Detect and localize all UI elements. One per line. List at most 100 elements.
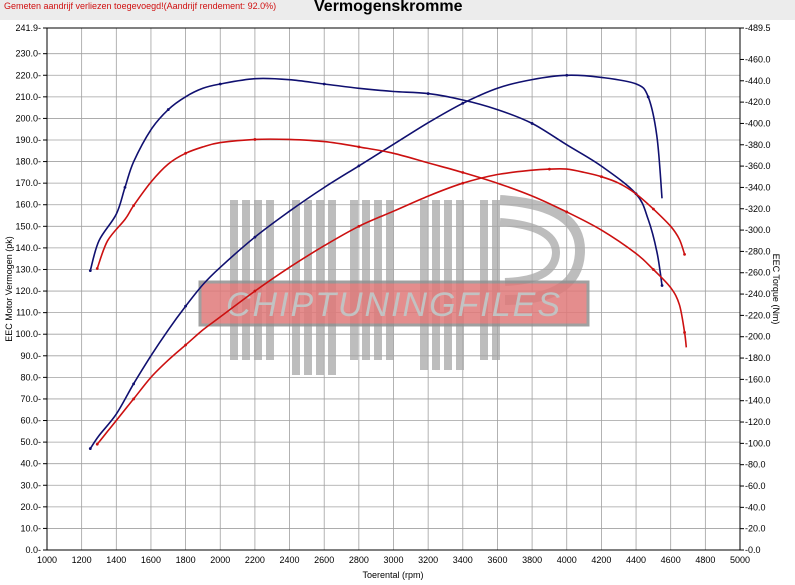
y2-tick-label: -320.0: [745, 204, 771, 214]
y2-tick-label: -240.0: [745, 289, 771, 299]
y-tick-label: 200.0-: [15, 113, 41, 123]
y-tick-label: 180.0-: [15, 157, 41, 167]
data-point-power-stock: [357, 224, 361, 228]
y-tick-label: 0.0-: [25, 545, 41, 555]
x-tick-label: 4200: [591, 555, 611, 565]
x-tick-label: 3000: [383, 555, 403, 565]
data-point-power-stock: [600, 175, 603, 179]
y-tick-label: 220.0-: [15, 70, 41, 80]
y-tick-label: 120.0-: [15, 286, 41, 296]
y-axis-right-label: EEC Torque (Nm): [771, 254, 781, 325]
y-tick-label: 140.0-: [15, 243, 41, 253]
y-tick-label: 30.0-: [20, 480, 41, 490]
data-point-power-tuned: [253, 235, 257, 239]
data-point-power-stock: [253, 289, 257, 293]
x-tick-label: 2200: [245, 555, 265, 565]
y2-tick-label: -340.0: [745, 182, 771, 192]
x-axis-ticks: 1000 1200 1400 1600 1800 2000 2200 2400 2600 2800…: [37, 555, 750, 565]
y-tick-label: 90.0-: [20, 351, 41, 361]
y2-tick-label: -0.0: [745, 545, 761, 555]
watermark-bar: [362, 200, 370, 360]
y-tick-label: 150.0-: [15, 221, 41, 231]
data-point-torque-tuned: [166, 108, 170, 111]
y2-tick-label: -460.0: [745, 54, 771, 64]
x-tick-label: 1200: [72, 555, 92, 565]
chart-title: Vermogenskromme: [314, 0, 463, 15]
x-tick-label: 1000: [37, 555, 57, 565]
y-tick-label: 80.0-: [20, 372, 41, 382]
data-point-torque-tuned: [88, 269, 92, 273]
x-tick-label: 4800: [695, 555, 715, 565]
data-point-power-stock: [683, 252, 686, 256]
series-line-torque-stock: [96, 138, 688, 348]
x-tick-label: 2400: [280, 555, 300, 565]
data-point-torque-stock: [95, 267, 99, 270]
x-tick-label: 1800: [176, 555, 196, 565]
data-point-torque-tuned: [123, 186, 127, 189]
data-point-power-stock: [184, 343, 188, 347]
watermark-bar: [242, 200, 250, 360]
x-axis-label: Toerental (rpm): [362, 570, 423, 580]
y2-tick-label: -440.0: [745, 76, 771, 86]
y-tick-label: 50.0-: [20, 437, 41, 447]
x-tick-label: 3800: [522, 555, 542, 565]
y2-tick-label: -420.0: [745, 97, 771, 107]
watermark-bar: [492, 200, 500, 360]
x-tick-label: 3600: [487, 555, 507, 565]
data-point-torque-stock: [683, 331, 686, 334]
y-tick-label: 10.0-: [20, 523, 41, 533]
watermark-bar: [386, 200, 394, 360]
y-tick-label: 110.0-: [16, 308, 41, 318]
y2-tick-label: -140.0: [745, 396, 771, 406]
data-point-power-stock: [461, 181, 465, 185]
y2-tick-label: -40.0: [745, 502, 766, 512]
watermark-bar: [350, 200, 358, 360]
data-point-torque-tuned: [218, 82, 222, 86]
y-tick-label: 190.0-: [15, 135, 41, 145]
watermark-text: CHIPTUNINGFILES: [226, 286, 562, 324]
x-tick-label: 1400: [106, 555, 126, 565]
y2-tick-label: -360.0: [745, 161, 771, 171]
data-point-power-tuned: [646, 95, 650, 99]
data-point-torque-stock: [184, 151, 188, 155]
y2-tick-label: -260.0: [745, 268, 771, 278]
y2-tick-label: -200.0: [745, 332, 771, 342]
x-tick-label: 4600: [661, 555, 681, 565]
data-point-power-tuned: [88, 447, 92, 450]
y2-tick-label: -400.0: [745, 118, 771, 128]
x-tick-label: 4400: [626, 555, 646, 565]
y-axis-right-ticks: -0.0 -20.0 -40.0 -60.0 -80.0 -100.0 -120.0 -140…: [740, 23, 771, 555]
data-point-torque-tuned: [322, 82, 326, 86]
y-tick-label: 170.0-: [15, 178, 41, 188]
watermark-logo: CHIPTUNINGFILES: [198, 195, 590, 375]
y2-tick-label: -120.0: [745, 417, 771, 427]
data-point-torque-stock: [253, 138, 257, 141]
data-point-torque-stock: [357, 145, 361, 149]
x-tick-label: 5000: [730, 555, 750, 565]
series-line-power-stock: [96, 168, 686, 445]
y-tick-label: 60.0-: [20, 416, 41, 426]
x-tick-label: 2800: [349, 555, 369, 565]
y2-tick-label: -380.0: [745, 140, 771, 150]
y2-tick-label: -60.0: [745, 481, 766, 491]
curves: [88, 73, 688, 450]
watermark-bar: [254, 200, 262, 360]
data-point-power-stock: [548, 167, 551, 171]
y-tick-label: 70.0-: [20, 394, 41, 404]
y2-tick-label: -280.0: [745, 246, 771, 256]
data-point-power-stock: [95, 442, 99, 446]
y-axis-left-label: EEC Motor Vermogen (pk): [4, 236, 14, 342]
y-tick-label: 130.0-: [15, 264, 41, 274]
data-point-power-tuned: [357, 164, 361, 168]
y2-tick-label: -20.0: [745, 524, 766, 534]
data-point-torque-tuned: [530, 122, 534, 125]
data-point-torque-stock: [565, 210, 569, 214]
y2-tick-label: -300.0: [745, 225, 771, 235]
data-point-power-tuned: [565, 73, 569, 77]
x-tick-label: 3200: [418, 555, 438, 565]
y2-tick-label: -160.0: [745, 374, 771, 384]
y-tick-label: 40.0-: [20, 459, 41, 469]
x-tick-label: 1600: [141, 555, 161, 565]
y-tick-label: 20.0-: [20, 502, 41, 512]
